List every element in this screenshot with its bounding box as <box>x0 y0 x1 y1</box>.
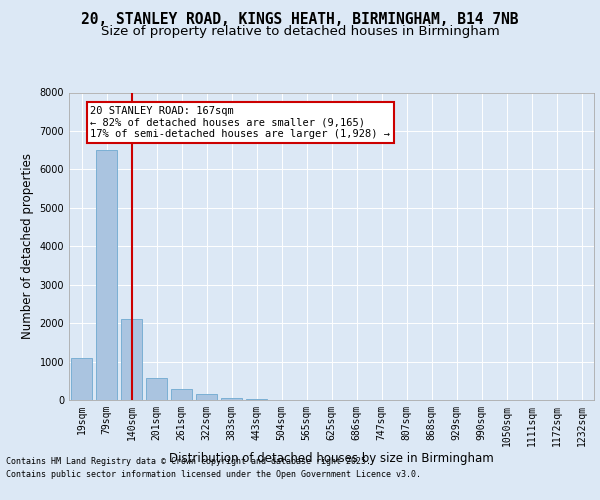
Bar <box>196 394 217 400</box>
Text: Contains HM Land Registry data © Crown copyright and database right 2025.: Contains HM Land Registry data © Crown c… <box>6 458 371 466</box>
Text: Size of property relative to detached houses in Birmingham: Size of property relative to detached ho… <box>101 25 499 38</box>
Bar <box>96 150 117 400</box>
Bar <box>171 389 192 400</box>
Text: Contains public sector information licensed under the Open Government Licence v3: Contains public sector information licen… <box>6 470 421 479</box>
X-axis label: Distribution of detached houses by size in Birmingham: Distribution of detached houses by size … <box>169 452 494 464</box>
Text: 20 STANLEY ROAD: 167sqm
← 82% of detached houses are smaller (9,165)
17% of semi: 20 STANLEY ROAD: 167sqm ← 82% of detache… <box>90 106 390 139</box>
Bar <box>221 398 242 400</box>
Text: 20, STANLEY ROAD, KINGS HEATH, BIRMINGHAM, B14 7NB: 20, STANLEY ROAD, KINGS HEATH, BIRMINGHA… <box>81 12 519 28</box>
Bar <box>146 378 167 400</box>
Bar <box>121 320 142 400</box>
Bar <box>71 358 92 400</box>
Y-axis label: Number of detached properties: Number of detached properties <box>21 153 34 339</box>
